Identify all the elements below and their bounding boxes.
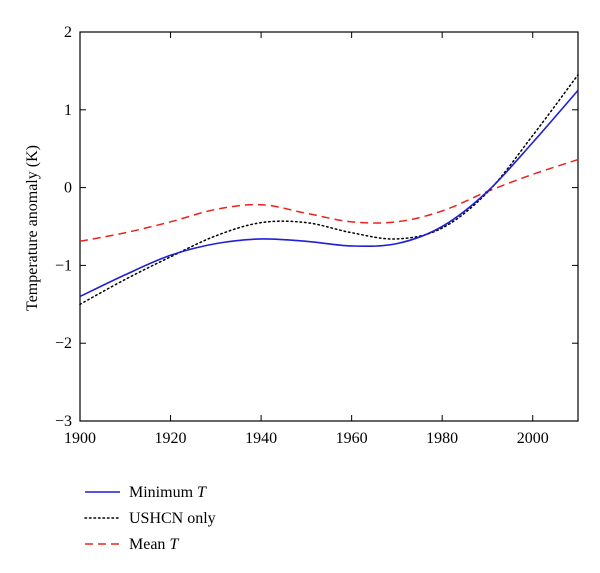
legend-label-mean-t: Mean T [129, 536, 179, 553]
series-lines [79, 74, 579, 306]
axis-ticks: 1900 1920 1940 1960 1980 2000 −3 −2 −1 0 1 2 [55, 24, 578, 447]
y-tick-label: 1 [64, 102, 72, 119]
legend: Minimum T USHCN only Mean T [84, 484, 216, 553]
legend-label-italic: T [197, 484, 207, 501]
legend-label-text: Minimum [129, 484, 197, 501]
legend-label-text: Mean [129, 536, 169, 553]
legend-label-ushcn-only: USHCN only [129, 510, 216, 527]
series-line-ushcn-only [79, 74, 579, 306]
legend-label-text: USHCN only [129, 510, 216, 527]
y-tick-label: −1 [55, 257, 72, 274]
plot-frame [79, 31, 579, 422]
x-tick-label: 1940 [245, 430, 277, 447]
y-axis-label: Temperature anomaly (K) [24, 145, 41, 311]
x-tick-label: 1920 [155, 430, 187, 447]
y-tick-label: −3 [55, 413, 72, 430]
legend-label-italic: T [169, 536, 179, 553]
x-tick-label: 2000 [517, 430, 549, 447]
plot-area [79, 31, 579, 422]
y-tick-label: 0 [64, 180, 72, 197]
x-tick-label: 1980 [426, 430, 458, 447]
x-tick-label: 1960 [336, 430, 368, 447]
y-tick-label: −2 [55, 335, 72, 352]
series-line-mean-t [79, 158, 579, 243]
legend-label-minimum-t: Minimum T [129, 484, 207, 501]
x-tick-label: 1900 [64, 430, 96, 447]
series-line-minimum-t [79, 89, 579, 298]
y-tick-label: 2 [64, 24, 72, 41]
